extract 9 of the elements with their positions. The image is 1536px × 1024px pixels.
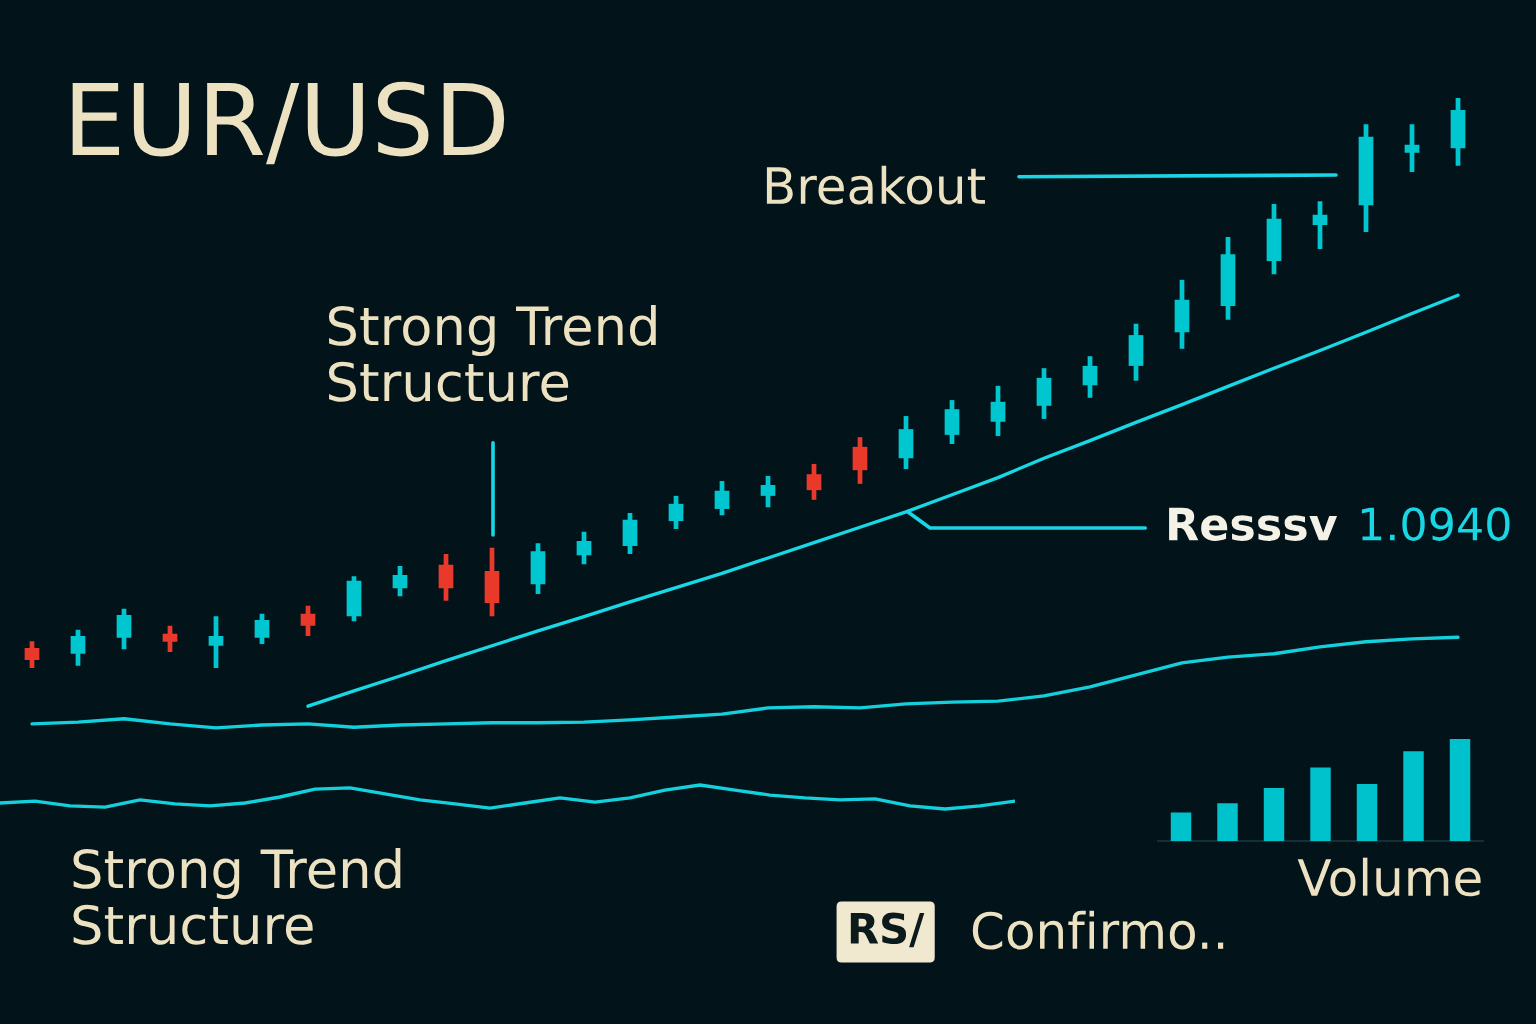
text: RS/	[850, 912, 925, 948]
annotation: 1.0940	[1361, 507, 1510, 541]
annotation: Breakout	[766, 165, 985, 205]
text: Strong Trend Structure	[73, 848, 401, 945]
chart-title: EUR/USD	[72, 81, 505, 165]
annotation: Strong Trend Structure	[328, 305, 656, 402]
text: Confirmo..	[972, 910, 1224, 950]
x-axis-title: Volume	[1297, 857, 1481, 897]
annotation: Resssv	[1169, 507, 1338, 541]
